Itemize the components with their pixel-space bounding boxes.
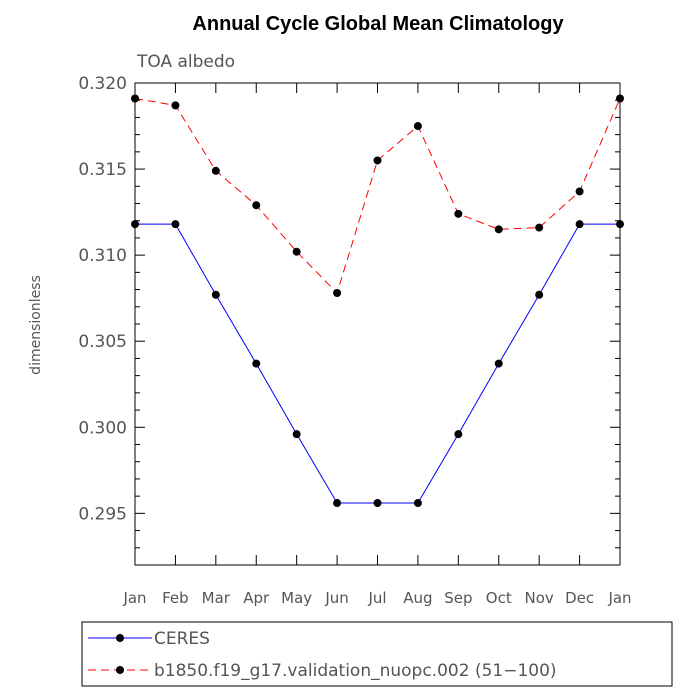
x-tick-label: Jul (367, 589, 386, 607)
data-point (616, 220, 624, 229)
x-tick-label: Aug (403, 589, 432, 607)
chart-title: Annual Cycle Global Mean Climatology (192, 13, 564, 35)
data-point (373, 499, 382, 508)
data-point (333, 289, 342, 298)
data-point (616, 94, 624, 103)
data-point (171, 220, 180, 229)
x-tick-label: Jan (607, 589, 631, 607)
y-tick-label: 0.310 (78, 246, 127, 266)
x-tick-label: Oct (486, 589, 512, 607)
data-point (413, 499, 422, 508)
data-point (252, 201, 261, 210)
legend-marker (116, 634, 124, 642)
series-line-2 (134, 97, 621, 294)
data-point (131, 220, 139, 229)
x-tick-label: Apr (243, 589, 270, 607)
data-point (454, 430, 463, 439)
data-point (333, 499, 342, 508)
data-point (413, 122, 422, 131)
legend: CERES b1850.f19_g17.validation_nuopc.002 … (81, 621, 673, 687)
data-point (535, 290, 544, 299)
data-point (211, 290, 220, 299)
data-point (373, 156, 382, 165)
x-tick-label: Jun (324, 589, 348, 607)
data-point (292, 430, 301, 439)
x-tick-label: Dec (565, 589, 594, 607)
x-tick-label: May (281, 589, 312, 607)
data-point (575, 220, 584, 229)
y-tick-label: 0.300 (78, 418, 127, 438)
x-tick-label: Nov (525, 589, 554, 607)
legend-label-1: CERES (154, 629, 210, 649)
data-point (454, 209, 463, 218)
plot-area: 0.295 0.300 0.305 0.310 0.315 0.320 Jan Feb Mar A… (78, 74, 631, 607)
legend-label-2: b1850.f19_g17.validation_nuopc.002 (51−1… (154, 661, 557, 681)
x-tick-label: Feb (162, 589, 189, 607)
y-tick-label: 0.315 (78, 160, 127, 180)
chart-subtitle: TOA albedo (136, 52, 235, 72)
legend-box (81, 621, 673, 687)
x-tick-label: Jan (122, 589, 146, 607)
plot-frame (134, 82, 621, 566)
data-point (292, 247, 301, 256)
data-point (535, 223, 544, 232)
data-point (171, 101, 180, 110)
data-point (494, 359, 503, 368)
y-axis-label: dimensionless (28, 275, 44, 375)
series-line-1 (135, 223, 620, 504)
y-tick-label: 0.305 (78, 332, 127, 352)
data-point (494, 225, 503, 234)
legend-marker (116, 666, 124, 674)
data-point (252, 359, 261, 368)
x-tick-label: Sep (444, 589, 472, 607)
y-tick-label: 0.320 (78, 74, 127, 94)
data-point (131, 94, 139, 103)
x-tick-label: Mar (202, 589, 231, 607)
y-tick-label: 0.295 (78, 504, 127, 524)
data-point (211, 166, 220, 175)
data-point (575, 187, 584, 196)
